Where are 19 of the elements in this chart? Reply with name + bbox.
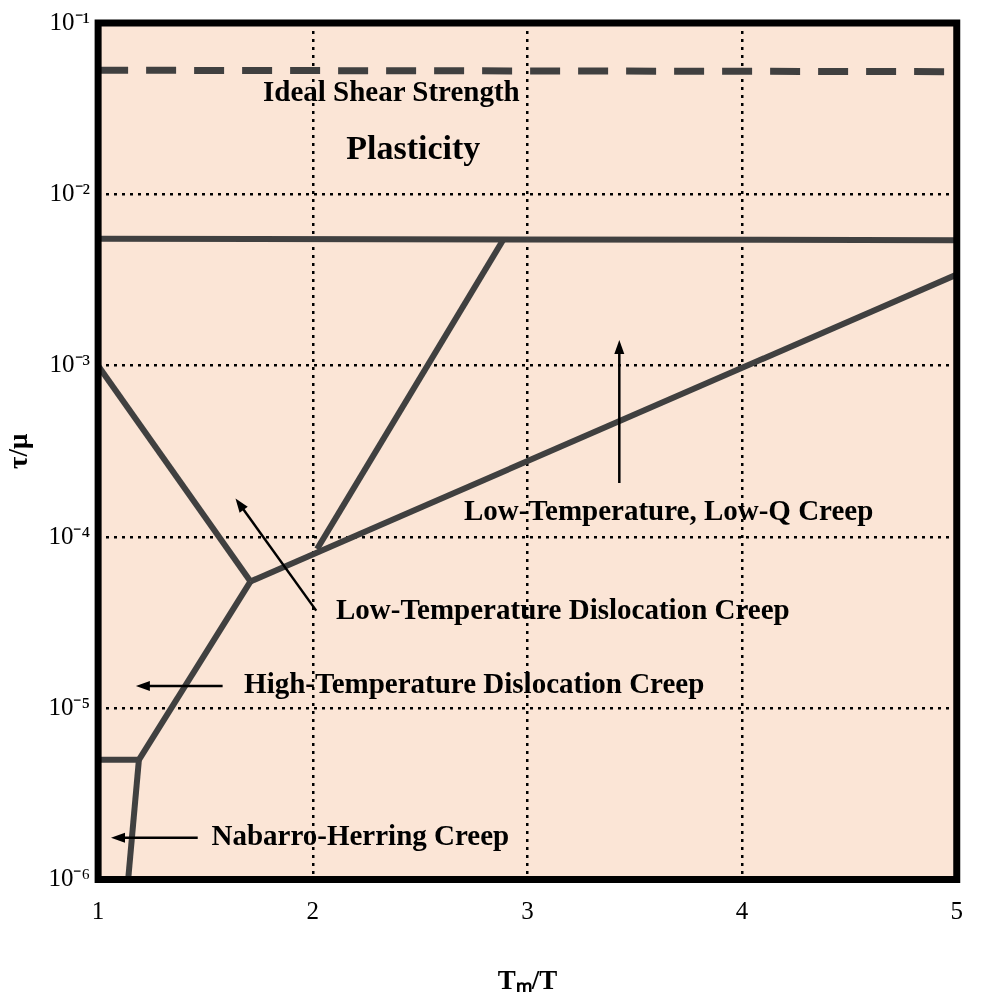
annotation: Ideal Shear Strength [262, 74, 520, 107]
y-tick-label: 10⁻³ [49, 350, 91, 378]
y-axis-title: τ/μ [3, 433, 34, 469]
x-tick-label: 1 [91, 897, 105, 925]
y-tick-label: 10⁻⁶ [48, 864, 91, 892]
x-tick-label: 2 [306, 897, 320, 925]
annotation: Low-Temperature Dislocation Creep [335, 592, 790, 625]
y-tick-label: 10⁻¹ [49, 7, 91, 35]
x-axis-title: Tₘ/T [497, 964, 558, 995]
annotation: Low-Temperature, Low-Q Creep [463, 493, 874, 526]
x-tick-label: 4 [735, 897, 749, 925]
annotation: Plasticity [346, 128, 481, 166]
annotation: High-Temperature Dislocation Creep [244, 667, 705, 700]
x-tick-label: 5 [950, 897, 963, 925]
y-tick-label: 10⁻⁵ [48, 692, 91, 720]
x-tick-label: 3 [521, 897, 534, 925]
y-tick-label: 10⁻² [49, 178, 91, 206]
y-tick-label: 10⁻⁴ [48, 521, 91, 549]
annotation: Nabarro-Herring Creep [211, 819, 510, 852]
